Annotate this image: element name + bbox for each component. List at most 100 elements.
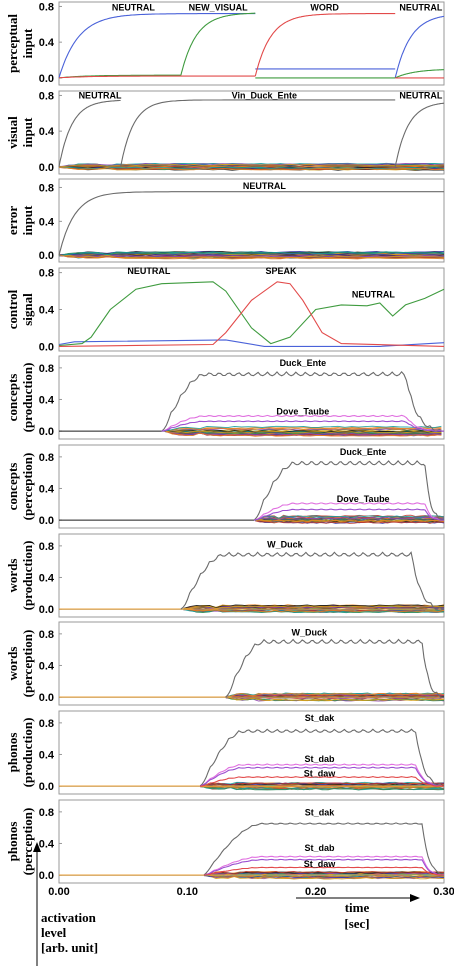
y-axis-label: input <box>20 117 35 147</box>
series-line <box>225 638 444 698</box>
y-axis-label: (perception) <box>20 808 35 876</box>
series-line <box>254 13 396 77</box>
panel-frame <box>58 178 445 263</box>
panel: 0.0 0.4 0.8 perceptual input NEUTRAL NEW_VISUA… <box>5 1 445 86</box>
y-axis-label: error <box>5 206 20 236</box>
panel: 0.0 0.4 0.8 phonos (production) St_dak St_dab S… <box>5 710 445 795</box>
y-tick-label: 0.4 <box>39 483 55 495</box>
x-tick-label: 0.20 <box>305 886 326 898</box>
annotation-label: St_dab <box>305 843 336 853</box>
y-tick-label: 0.8 <box>39 541 54 553</box>
y-tick-label: 0.4 <box>39 37 55 49</box>
annotation-label: St_dab <box>305 754 336 764</box>
y-tick-label: 0.8 <box>39 363 54 375</box>
background-series-line <box>225 693 445 698</box>
y-axis-label: input <box>20 28 35 58</box>
y-tick-label: 0.4 <box>39 126 55 138</box>
series-line <box>253 460 444 521</box>
panel-frame <box>58 799 445 884</box>
y-axis-label: phonos <box>5 733 20 773</box>
y-tick-label: 0.0 <box>39 604 54 616</box>
y-axis-label: input <box>20 205 35 235</box>
series-line <box>199 766 445 787</box>
background-series-line <box>58 165 445 169</box>
panel: 0.0 0.4 0.8 concepts (production) Duck_Ente Do… <box>5 355 445 440</box>
series-line <box>394 102 444 168</box>
activation-label: activation <box>41 910 97 925</box>
background-series-line <box>58 166 445 170</box>
background-series-line <box>165 425 442 432</box>
series-line <box>161 414 444 432</box>
series-line <box>58 281 445 347</box>
panel-frame <box>58 533 445 618</box>
series-line <box>58 13 256 79</box>
panel: 0.0 0.4 0.8 words (production) W_Duck <box>5 533 445 618</box>
x-axis-label: time <box>345 900 370 915</box>
background-series-line <box>165 427 442 432</box>
time-arrow-head <box>410 894 420 902</box>
y-axis-label: (production) <box>20 718 35 788</box>
annotation-label: WORD <box>310 2 339 12</box>
background-series-line <box>58 251 445 257</box>
y-tick-label: 0.8 <box>39 452 54 464</box>
panel: 0.0 0.4 0.8 error input NEUTRAL <box>5 178 445 263</box>
background-series-line <box>255 515 445 521</box>
background-series-line <box>165 431 442 436</box>
annotation-label: NEUTRAL <box>399 2 442 12</box>
panel: 0.0 0.4 0.8 control signal NEUTRAL SPEAK NEUTRA… <box>5 266 445 353</box>
background-series-line <box>200 785 444 789</box>
background-series-line <box>225 696 445 702</box>
y-tick-label: 0.0 <box>39 162 54 174</box>
y-axis-label: signal <box>20 293 35 326</box>
y-tick-label: 0.0 <box>39 781 54 793</box>
annotation-label: Dove_Taube <box>337 494 390 504</box>
panel-frame <box>58 710 445 795</box>
y-tick-label: 0.8 <box>39 718 54 730</box>
activation-label: [arb. unit] <box>41 940 98 955</box>
x-tick-label: 0.10 <box>177 886 198 898</box>
y-axis-label: visual <box>5 116 20 149</box>
x-axis-unit: [sec] <box>344 916 369 931</box>
series-line <box>199 763 445 787</box>
background-series-line <box>58 163 445 168</box>
y-axis-label: perceptual <box>5 14 20 73</box>
panel-frame <box>58 90 445 175</box>
background-series-line <box>183 608 445 613</box>
series-line <box>58 191 444 256</box>
y-tick-label: 0.8 <box>39 807 54 819</box>
background-series-line <box>203 873 445 876</box>
y-tick-label: 0.4 <box>39 660 55 672</box>
y-tick-label: 0.0 <box>39 73 54 85</box>
y-tick-label: 0.8 <box>39 629 54 641</box>
series-line <box>58 339 445 347</box>
series-line <box>253 508 444 521</box>
background-series-line <box>200 782 445 788</box>
annotation-label: Duck_Ente <box>280 358 327 368</box>
y-tick-label: 0.0 <box>39 515 54 527</box>
activation-arrow-head <box>33 842 41 852</box>
background-series-line <box>183 604 445 609</box>
series-line <box>203 822 445 876</box>
background-series-line <box>58 166 445 171</box>
background-series-line <box>255 519 445 522</box>
x-tick-label: 0.30 <box>433 886 454 898</box>
series-line <box>120 99 396 168</box>
series-line <box>180 12 256 76</box>
annotation-label: Dove_Taube <box>276 406 329 416</box>
series-line <box>203 855 445 876</box>
series-line <box>161 370 444 432</box>
panel-frame <box>58 1 445 86</box>
background-series-line <box>255 515 445 521</box>
series-line <box>58 99 121 168</box>
y-tick-label: 0.4 <box>39 749 55 761</box>
y-tick-label: 0.4 <box>39 572 55 584</box>
y-axis-label: (perception) <box>20 453 35 521</box>
series-line <box>199 728 445 787</box>
x-tick-label: 0.00 <box>48 886 69 898</box>
y-axis-label: concepts <box>5 463 20 511</box>
annotation-label: St_daw <box>304 768 337 778</box>
background-series-line <box>255 516 445 521</box>
annotation-label: NEUTRAL <box>352 290 395 300</box>
annotation-label: NEW_VISUAL <box>189 2 249 12</box>
